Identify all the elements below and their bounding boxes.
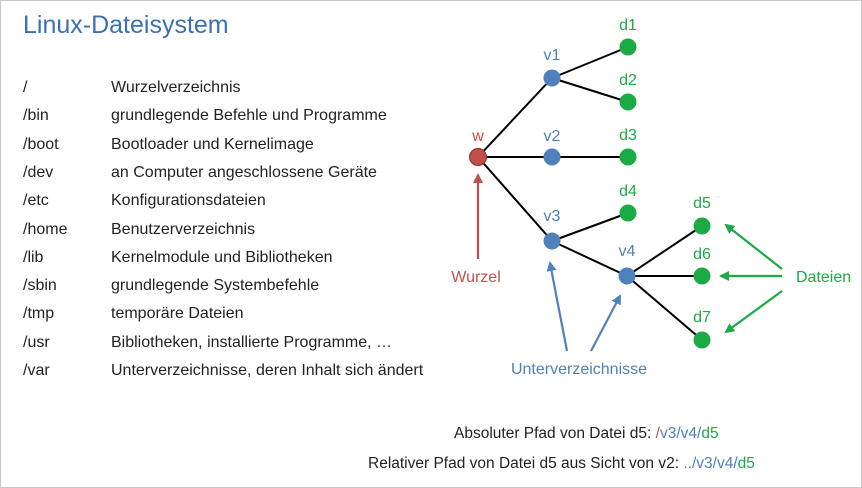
dir-description: temporäre Dateien [111,305,244,323]
dir-description: Unterverzeichnisse, deren Inhalt sich än… [111,362,424,379]
tree-node-d6 [693,267,711,285]
dir-description: grundlegende Systembefehle [111,277,320,295]
dir-path: /usr [23,333,50,351]
tree-node-d4 [619,204,637,222]
dateien-label: Dateien [796,269,851,286]
path-segment: d5 [737,455,755,472]
tree-node-label-d4: d4 [619,183,637,200]
tree-edge-v3-v4 [551,240,628,277]
path-segment: / [676,425,681,442]
path-segment: v4 [680,425,698,442]
relative-path-line: Relativer Pfad von Datei d5 aus Sicht vo… [368,455,755,473]
unterverzeichnisse-label: Unterverzeichnisse [511,361,647,378]
tree-node-v4 [618,267,636,285]
dir-path: /tmp [23,305,55,323]
dir-description: grundlegende Befehle und Programme [111,107,387,125]
file-arrow-d5 [724,223,783,270]
absolute-path-value: /v3/v4/d5 [656,425,719,442]
tree-node-label-v4: v4 [619,243,636,260]
path-segment: / [712,455,717,472]
tree-node-label-d7: d7 [693,309,711,326]
slide-title: Linux-Dateisystem [23,11,229,39]
tree-node-d5 [693,217,711,235]
dir-description: an Computer angeschlossene Geräte [111,163,377,181]
dir-description: Bootloader und Kernelimage [111,135,314,153]
absolute-path-label: Absoluter Pfad von Datei d5: [454,425,652,442]
path-segment: / [733,455,738,472]
tree-node-label-v3: v3 [544,208,561,225]
path-segment: / [655,425,660,442]
tree-edge-w-v3 [477,156,553,242]
tree-node-d1 [619,38,637,56]
tree-edge-v4-d7 [626,275,703,341]
path-segment: v3 [659,425,677,442]
tree-node-d3 [619,148,637,166]
path-segment: ../ [683,455,697,472]
path-segment: / [697,425,702,442]
path-segment: v3 [696,455,713,472]
tree-node-v2 [543,148,561,166]
dir-path: /dev [23,163,54,181]
tree-node-label-v2: v2 [544,128,561,145]
tree-node-v1 [543,69,561,87]
tree-edge-v1-d2 [551,77,629,103]
relative-path-label: Relativer Pfad von Datei d5 aus Sicht vo… [368,455,680,472]
dir-path: /boot [23,135,59,153]
dir-path: /sbin [23,277,57,295]
dir-arrow-v3 [546,261,569,352]
dir-path: /home [23,220,68,238]
dir-path: /lib [23,248,44,266]
tree-node-label-d3: d3 [619,127,637,144]
tree-node-w [469,148,487,166]
path-segment: d5 [701,425,719,442]
tree-edge-v1-d1 [551,46,629,79]
tree-edge-v4-d5 [626,225,703,277]
path-segment: v4 [716,455,734,472]
tree-edge-v3-d4 [551,212,629,242]
dir-path: / [23,79,28,96]
dir-arrow-v4 [590,294,621,352]
dir-path: /etc [23,192,49,210]
dir-description: Bibliotheken, installierte Programme, … [111,333,393,351]
tree-node-label-d6: d6 [693,246,711,263]
tree-node-label-d2: d2 [619,72,637,89]
tree-node-d2 [619,93,637,111]
dir-path: /var [23,362,50,379]
absolute-path-line: Absoluter Pfad von Datei d5: /v3/v4/d5 [454,425,719,443]
wurzel-label: Wurzel [451,269,501,286]
tree-edge-w-v1 [477,77,553,158]
dir-description: Konfigurationsdateien [111,192,266,210]
tree-node-d7 [693,331,711,349]
tree-node-label-d1: d1 [619,17,637,34]
relative-path-value: ../v3/v4/d5 [683,455,755,472]
tree-node-label-v1: v1 [544,47,561,64]
tree-node-label-d5: d5 [693,195,711,212]
dir-path: /bin [23,107,49,125]
file-arrow-d7 [724,290,783,334]
tree-node-label-w: w [471,128,484,145]
tree-node-v3 [543,232,561,250]
dir-description: Benutzerverzeichnis [111,220,256,238]
dir-description: Kernelmodule und Bibliotheken [111,248,333,266]
dir-description: Wurzelverzeichnis [111,79,241,96]
